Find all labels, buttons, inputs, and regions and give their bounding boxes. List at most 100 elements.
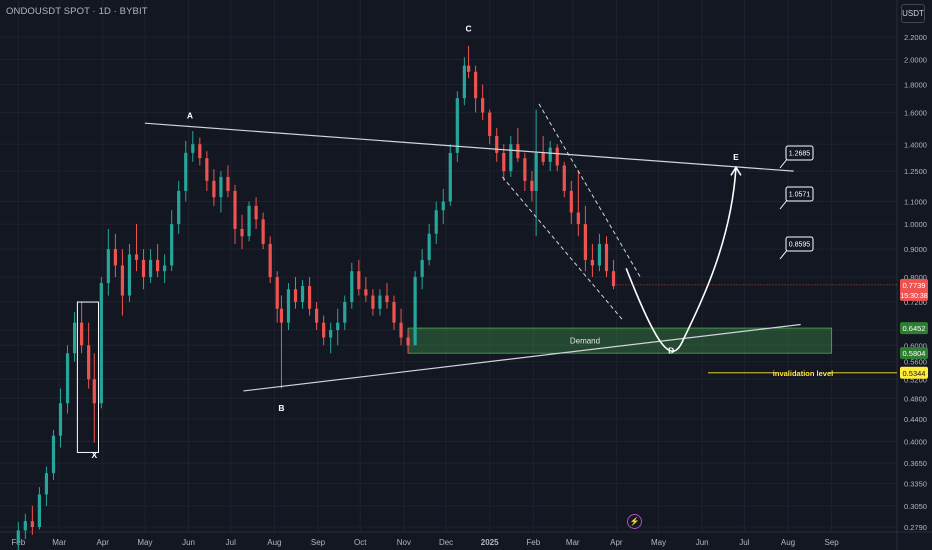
wave-label: B bbox=[278, 403, 284, 413]
candle-body bbox=[611, 271, 616, 287]
candle-body bbox=[481, 98, 485, 113]
y-tick-label: 1.4000 bbox=[904, 140, 927, 149]
candle-body bbox=[576, 212, 580, 225]
target-box bbox=[785, 236, 814, 252]
y-tick-label: 2.0000 bbox=[904, 56, 927, 65]
candle-body bbox=[406, 337, 410, 346]
x-tick-label: Sep bbox=[311, 538, 326, 547]
candle-body bbox=[113, 249, 117, 266]
lightning-icon[interactable]: ⚡ bbox=[627, 514, 642, 529]
y-tick-label: 0.5600 bbox=[904, 358, 927, 367]
candle-body bbox=[72, 322, 77, 354]
candle-body bbox=[286, 289, 291, 323]
upper-trendline bbox=[144, 122, 794, 172]
candle-body bbox=[371, 295, 375, 309]
candle-body bbox=[23, 521, 27, 531]
candle-body bbox=[156, 259, 160, 272]
candle-body bbox=[569, 190, 573, 213]
target-value: 1.0571 bbox=[789, 192, 811, 199]
candle-body bbox=[247, 205, 251, 237]
candle-body bbox=[240, 228, 244, 237]
wave-label: A bbox=[187, 111, 193, 121]
y-tick-label: 0.7200 bbox=[904, 298, 927, 307]
x-tick-label: Mar bbox=[566, 538, 580, 547]
y-tick-label: 0.4000 bbox=[904, 438, 927, 447]
candle-body bbox=[555, 147, 559, 166]
candle-body bbox=[184, 152, 188, 191]
candle-body bbox=[336, 322, 340, 330]
target-value: 1.2685 bbox=[789, 151, 811, 158]
candle-body bbox=[583, 224, 587, 260]
candle-body bbox=[378, 295, 382, 309]
wave-label: D bbox=[668, 345, 674, 355]
candle-body bbox=[488, 112, 492, 136]
candle-body bbox=[106, 249, 110, 284]
y-tick-label: 2.2000 bbox=[904, 33, 927, 42]
candle-body bbox=[495, 135, 499, 153]
candle-body bbox=[385, 295, 389, 303]
candle-body bbox=[413, 277, 417, 346]
x-tick-label: Jun bbox=[182, 538, 195, 547]
candle-body bbox=[65, 353, 70, 404]
candle-body bbox=[141, 259, 146, 278]
x-tick-label: Oct bbox=[354, 538, 367, 547]
candle-body bbox=[219, 176, 223, 198]
candle-body bbox=[120, 265, 125, 296]
price-tag-value: 0.5344 bbox=[903, 369, 926, 378]
y-tick-label: 1.2500 bbox=[904, 167, 927, 176]
candle-body bbox=[279, 308, 284, 323]
candle-body bbox=[51, 435, 56, 474]
candle-body bbox=[293, 289, 298, 303]
x-tick-label: 2025 bbox=[481, 538, 499, 547]
price-tag bbox=[900, 366, 928, 379]
wedge-lower-line bbox=[501, 176, 623, 320]
candle-body bbox=[329, 329, 333, 338]
candle-body bbox=[534, 152, 538, 191]
candle-body bbox=[268, 243, 272, 278]
candle-body bbox=[548, 147, 552, 162]
candle-body bbox=[170, 224, 174, 266]
candle-body bbox=[541, 152, 545, 162]
candle-body bbox=[597, 243, 602, 266]
x-tick-label: Apr bbox=[610, 538, 623, 547]
candle-body bbox=[357, 271, 361, 290]
candle-body bbox=[590, 259, 595, 266]
candle-body bbox=[134, 254, 139, 260]
candle-body bbox=[530, 180, 534, 191]
symbol-title: ONDOUSDT SPOT · 1D · BYBIT bbox=[6, 6, 148, 17]
invalidation-label: invalidation level bbox=[773, 369, 833, 378]
candle-body bbox=[99, 283, 103, 404]
x-tick-label: Jul bbox=[739, 538, 749, 547]
candle-body bbox=[87, 345, 91, 380]
price-tag bbox=[900, 322, 928, 335]
candle-body bbox=[163, 265, 167, 272]
y-tick-label: 1.0000 bbox=[904, 220, 927, 229]
candle-body bbox=[502, 152, 506, 172]
currency-button[interactable]: USDT bbox=[901, 4, 925, 23]
candle-body bbox=[364, 289, 368, 296]
candle-body bbox=[509, 144, 513, 172]
candle-body bbox=[455, 98, 459, 153]
candle-body bbox=[261, 219, 265, 244]
x-tick-label: May bbox=[651, 538, 666, 547]
target-box bbox=[785, 145, 814, 161]
candle-body bbox=[148, 259, 153, 278]
candle-body bbox=[427, 233, 431, 260]
y-tick-label: 1.6000 bbox=[904, 109, 927, 118]
projected-path-arrowhead bbox=[730, 165, 742, 176]
candle-body bbox=[420, 259, 424, 278]
price-tag bbox=[900, 347, 928, 360]
price-tag-value: 0.6452 bbox=[903, 324, 926, 333]
candle-body bbox=[350, 271, 354, 303]
x-tick-label: Apr bbox=[96, 538, 109, 547]
candle-body bbox=[80, 322, 84, 346]
candle-body bbox=[198, 144, 202, 159]
y-tick-label: 0.4400 bbox=[904, 415, 927, 424]
candle-body bbox=[523, 158, 527, 181]
candle-body bbox=[399, 322, 403, 338]
y-tick-label: 0.8000 bbox=[904, 273, 927, 282]
y-tick-label: 0.4800 bbox=[904, 394, 927, 403]
y-tick-label: 0.3350 bbox=[904, 480, 927, 489]
candle-body bbox=[434, 210, 438, 234]
